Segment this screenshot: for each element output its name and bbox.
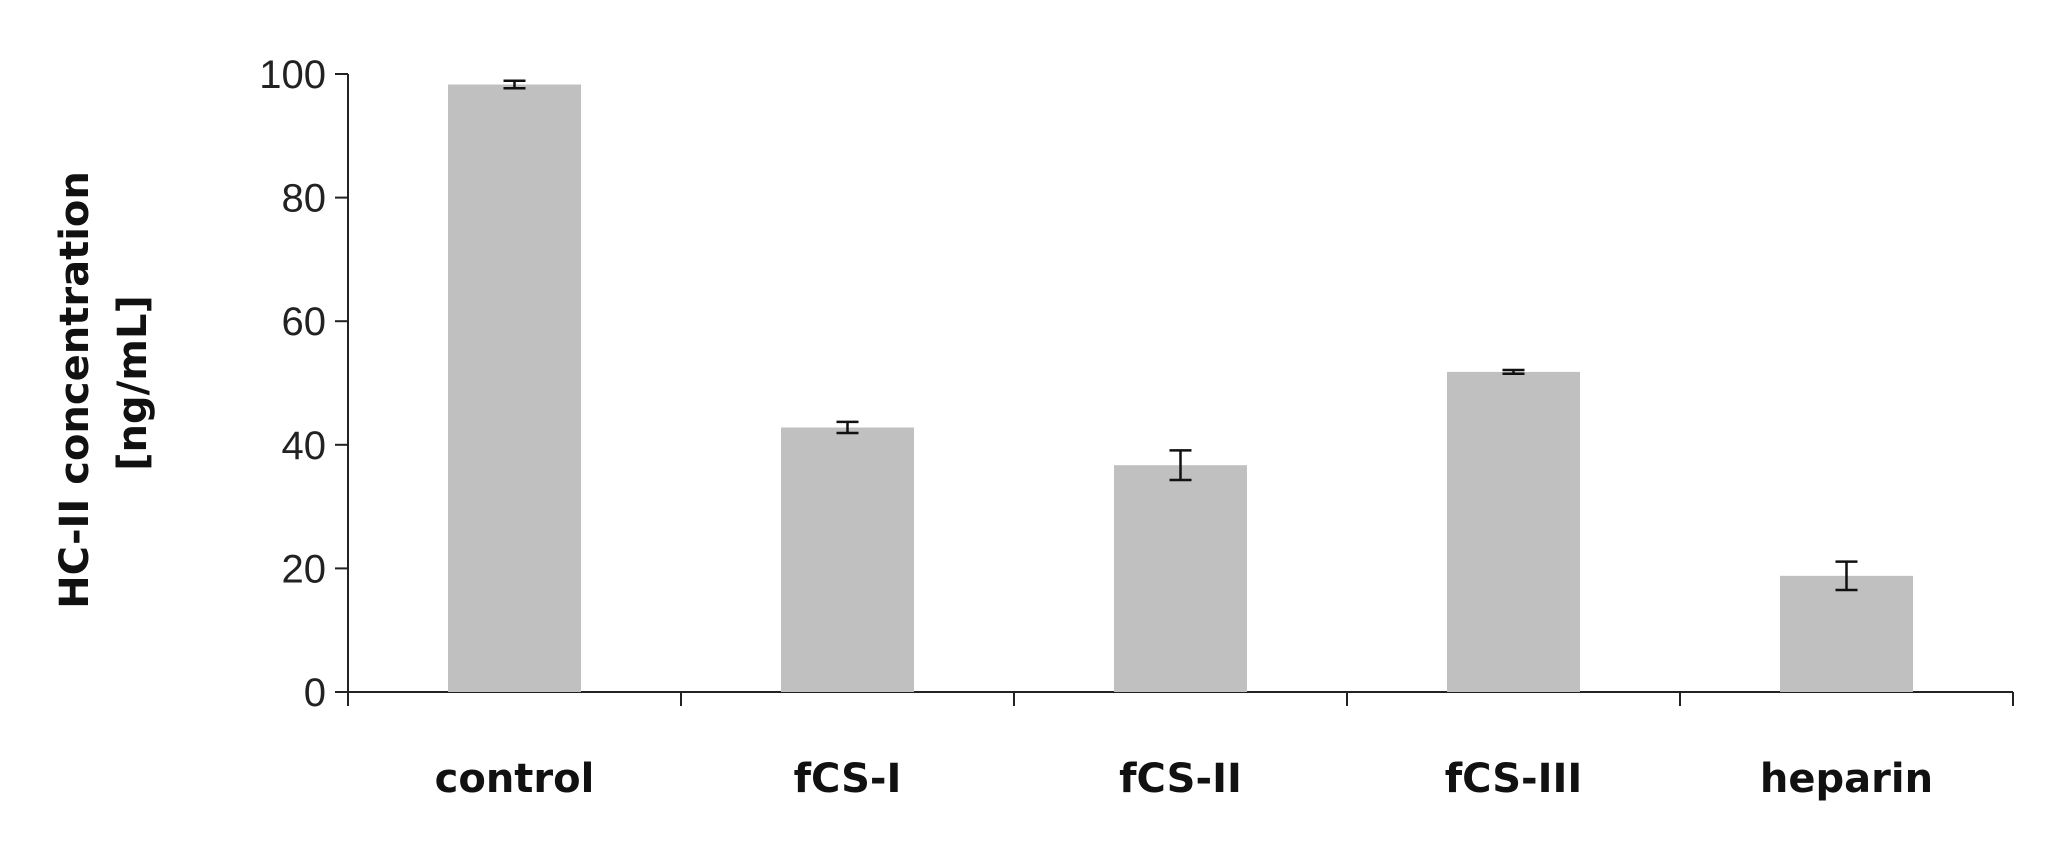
x-category-label: control <box>435 756 595 802</box>
y-axis-title: HC-II concentration [ng/mL] <box>52 157 156 609</box>
bar-fCS-I <box>781 427 914 692</box>
x-category-label: fCS-I <box>794 756 902 802</box>
bar-fCS-III <box>1447 371 1580 692</box>
x-category-label: fCS-II <box>1119 756 1242 802</box>
y-tick-label: 80 <box>282 177 327 221</box>
y-tick-label: 40 <box>282 424 327 468</box>
y-axis-title-line-2: [ng/mL] <box>110 295 156 470</box>
y-axis-ticks: 0 20 40 60 80 100 <box>259 53 349 715</box>
x-axis-labels: control fCS-I fCS-II fCS-III heparin <box>435 756 1933 802</box>
error-bars <box>503 79 1858 592</box>
y-axis-title-line-1: HC-II concentration <box>52 171 98 609</box>
bar-heparin <box>1780 575 1913 692</box>
y-tick-label: 0 <box>304 671 326 715</box>
y-tick-label: 60 <box>282 300 327 344</box>
x-axis <box>347 691 2014 706</box>
x-category-label: heparin <box>1760 756 1933 802</box>
bars <box>448 84 1913 693</box>
y-tick-label: 100 <box>259 53 326 97</box>
bar-control <box>448 84 581 693</box>
x-category-label: fCS-III <box>1445 756 1583 802</box>
y-tick-label: 20 <box>282 547 327 591</box>
bar-fCS-II <box>1114 465 1247 692</box>
